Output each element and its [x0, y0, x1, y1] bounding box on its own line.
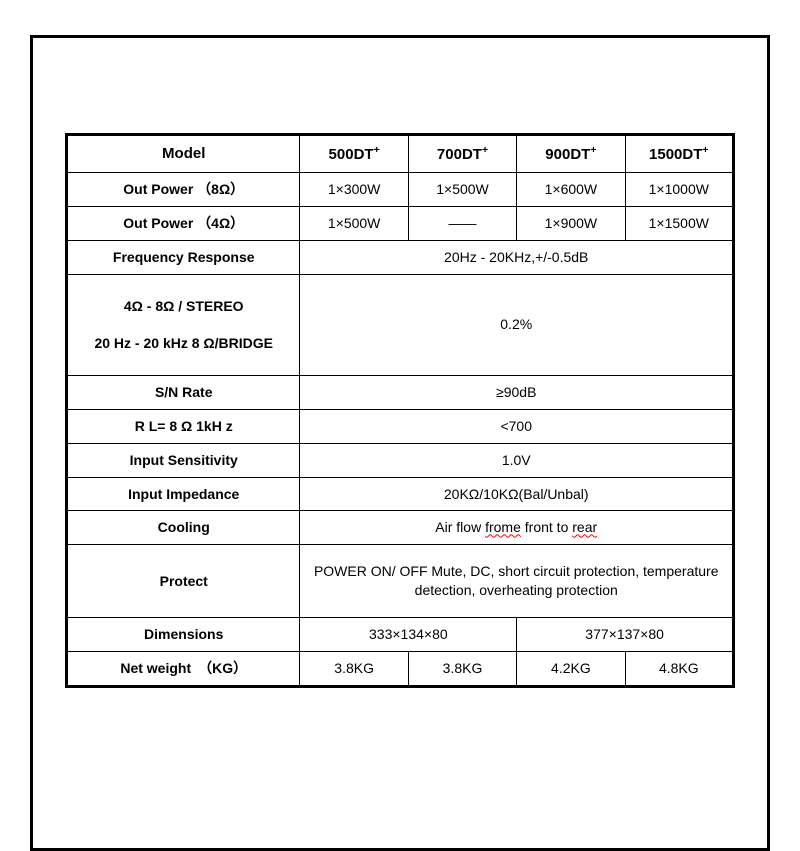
cell-frequency-response: 20Hz - 20KHz,+/-0.5dB [300, 241, 734, 275]
cell: —— [408, 207, 516, 241]
cell-thd: 0.2% [300, 274, 734, 375]
cell: 1×600W [517, 173, 625, 207]
spellcheck-word: rear [572, 519, 597, 535]
cell: 1×500W [300, 207, 408, 241]
row-cooling: Cooling Air flow frome front to rear [67, 511, 734, 545]
header-model-3: 900DT+ [517, 135, 625, 173]
cell: 1×1000W [625, 173, 733, 207]
label-frequency-response: Frequency Response [67, 241, 300, 275]
header-model-2: 700DT+ [408, 135, 516, 173]
cell: 1×500W [408, 173, 516, 207]
row-net-weight: Net weight （KG） 3.8KG 3.8KG 4.2KG 4.8KG [67, 652, 734, 687]
row-thd: 4Ω - 8Ω / STEREO 20 Hz - 20 kHz 8 Ω/BRID… [67, 274, 734, 375]
row-sn-rate: S/N Rate ≥90dB [67, 375, 734, 409]
cell-input-sensitivity: 1.0V [300, 443, 734, 477]
cell: 1×300W [300, 173, 408, 207]
row-protect: Protect POWER ON/ OFF Mute, DC, short ci… [67, 545, 734, 618]
label-thd: 4Ω - 8Ω / STEREO 20 Hz - 20 kHz 8 Ω/BRID… [67, 274, 300, 375]
label-rl: R L= 8 Ω 1kH z [67, 409, 300, 443]
row-out-power-8: Out Power （8Ω） 1×300W 1×500W 1×600W 1×10… [67, 173, 734, 207]
cell: 1×900W [517, 207, 625, 241]
cell-input-impedance: 20KΩ/10KΩ(Bal/Unbal) [300, 477, 734, 511]
header-model-1: 500DT+ [300, 135, 408, 173]
cell: 4.8KG [625, 652, 733, 687]
cell-dimensions-right: 377×137×80 [517, 618, 734, 652]
cell-dimensions-left: 333×134×80 [300, 618, 517, 652]
row-dimensions: Dimensions 333×134×80 377×137×80 [67, 618, 734, 652]
cell-cooling: Air flow frome front to rear [300, 511, 734, 545]
cell: 4.2KG [517, 652, 625, 687]
label-dimensions: Dimensions [67, 618, 300, 652]
label-protect: Protect [67, 545, 300, 618]
spec-table: Model 500DT+ 700DT+ 900DT+ 1500DT+ Out P… [65, 133, 735, 688]
row-input-sensitivity: Input Sensitivity 1.0V [67, 443, 734, 477]
row-rl: R L= 8 Ω 1kH z <700 [67, 409, 734, 443]
label-input-impedance: Input Impedance [67, 477, 300, 511]
header-model-4: 1500DT+ [625, 135, 733, 173]
spellcheck-word: frome [485, 519, 521, 535]
table-header-row: Model 500DT+ 700DT+ 900DT+ 1500DT+ [67, 135, 734, 173]
label-out-power-4: Out Power （4Ω） [67, 207, 300, 241]
cell-sn-rate: ≥90dB [300, 375, 734, 409]
label-net-weight: Net weight （KG） [67, 652, 300, 687]
row-frequency-response: Frequency Response 20Hz - 20KHz,+/-0.5dB [67, 241, 734, 275]
cell: 1×1500W [625, 207, 733, 241]
label-cooling: Cooling [67, 511, 300, 545]
cell: 3.8KG [300, 652, 408, 687]
cell: 3.8KG [408, 652, 516, 687]
label-input-sensitivity: Input Sensitivity [67, 443, 300, 477]
cell-rl: <700 [300, 409, 734, 443]
row-input-impedance: Input Impedance 20KΩ/10KΩ(Bal/Unbal) [67, 477, 734, 511]
cell-protect: POWER ON/ OFF Mute, DC, short circuit pr… [300, 545, 734, 618]
label-sn-rate: S/N Rate [67, 375, 300, 409]
label-out-power-8: Out Power （8Ω） [67, 173, 300, 207]
row-out-power-4: Out Power （4Ω） 1×500W —— 1×900W 1×1500W [67, 207, 734, 241]
header-model-label: Model [67, 135, 300, 173]
